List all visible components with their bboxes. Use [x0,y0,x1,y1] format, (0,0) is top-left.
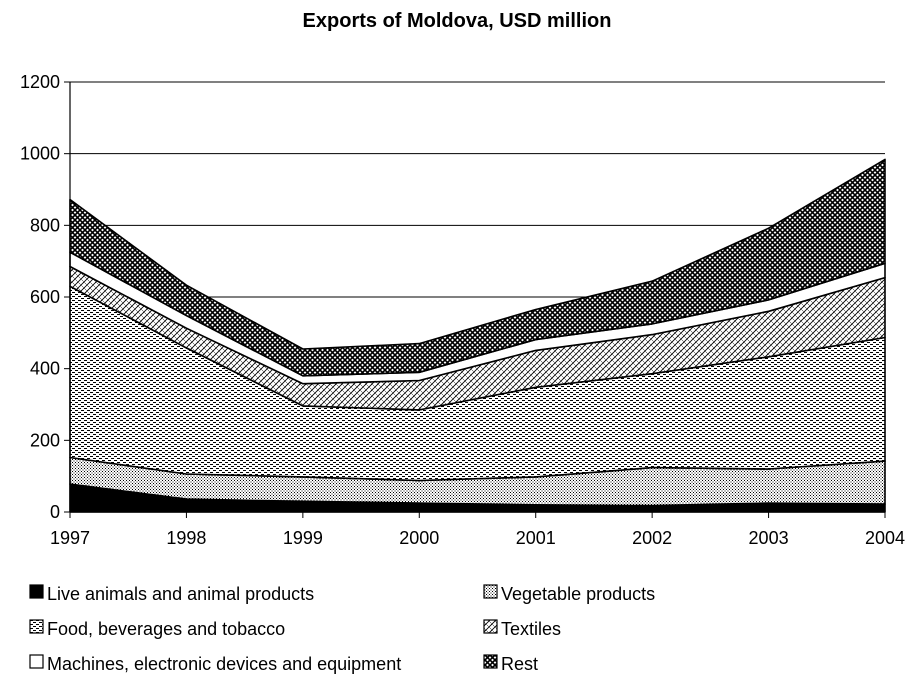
legend-swatch-2 [483,584,498,599]
y-tick-label: 1000 [20,144,60,164]
legend-swatch-6 [483,654,498,669]
y-tick-label: 0 [50,502,60,522]
y-tick-label: 600 [30,287,60,307]
x-tick-label: 1997 [50,528,90,548]
area-series-6 [69,158,886,377]
x-tick-label: 2002 [632,528,672,548]
legend-label-2: Vegetable products [501,584,655,604]
legend-label-6: Rest [501,654,538,674]
legend-swatch-1 [29,584,44,599]
legend-swatch-4 [483,619,498,634]
legend-label-1: Live animals and animal products [47,584,314,604]
y-tick-label: 800 [30,215,60,235]
legend-label-4: Textiles [501,619,561,639]
axes: 0 200 400 600 800 1000 1200 1997 1998 1999 2000 200… [20,72,905,548]
legend-swatch-5 [29,654,44,669]
y-tick-label: 400 [30,359,60,379]
legend: Live animals and animal products Vegetabl… [29,584,655,674]
y-tick-label: 1200 [20,72,60,92]
x-tick-label: 2001 [516,528,556,548]
x-tick-label: 2000 [399,528,439,548]
x-tick-label: 2003 [749,528,789,548]
stacked-areas [69,158,886,513]
x-tick-label: 1999 [283,528,323,548]
x-tick-label: 2004 [865,528,905,548]
legend-swatch-3 [29,619,44,634]
legend-label-5: Machines, electronic devices and equipme… [47,654,401,674]
chart-title: Exports of Moldova, USD million [303,10,612,32]
y-tick-label: 200 [30,430,60,450]
legend-label-3: Food, beverages and tobacco [47,619,285,639]
x-tick-label: 1998 [166,528,206,548]
